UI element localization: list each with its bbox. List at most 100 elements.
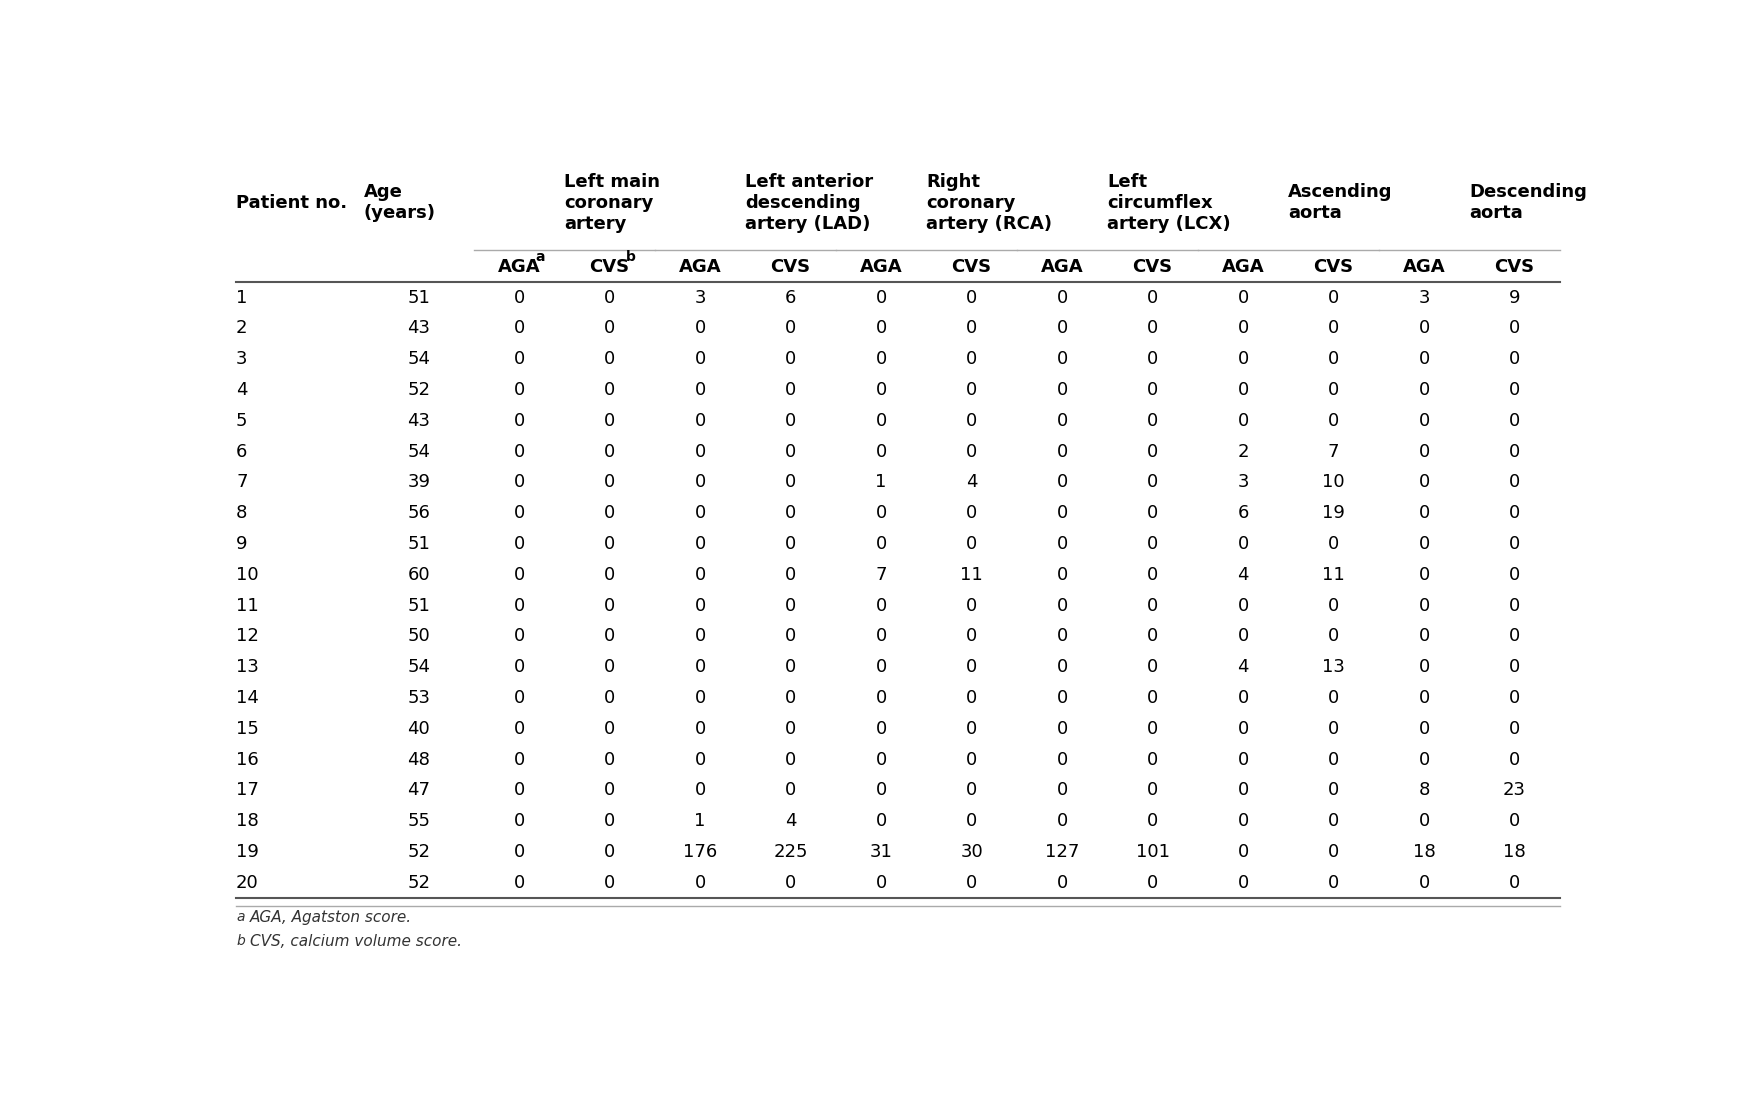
Text: 0: 0 (1148, 781, 1158, 799)
Text: 0: 0 (1328, 535, 1339, 553)
Text: 0: 0 (785, 412, 795, 430)
Text: 47: 47 (406, 781, 431, 799)
Text: 52: 52 (406, 874, 431, 892)
Text: 0: 0 (604, 720, 615, 737)
Text: 0: 0 (1419, 812, 1430, 830)
Text: 0: 0 (1508, 658, 1521, 676)
Text: 0: 0 (876, 628, 887, 646)
Text: 0: 0 (1508, 812, 1521, 830)
Text: 0: 0 (1508, 535, 1521, 553)
Text: 0: 0 (1056, 689, 1067, 707)
Text: 0: 0 (1508, 319, 1521, 337)
Text: 127: 127 (1044, 843, 1079, 861)
Text: 0: 0 (604, 350, 615, 368)
Text: 52: 52 (406, 843, 431, 861)
Text: 0: 0 (1148, 412, 1158, 430)
Text: 0: 0 (513, 874, 526, 892)
Text: 0: 0 (1419, 658, 1430, 676)
Text: 0: 0 (513, 843, 526, 861)
Text: 0: 0 (694, 781, 706, 799)
Text: 0: 0 (1508, 628, 1521, 646)
Text: 0: 0 (604, 596, 615, 614)
Text: 0: 0 (965, 289, 978, 307)
Text: 0: 0 (1419, 751, 1430, 769)
Text: 0: 0 (1056, 473, 1067, 491)
Text: 0: 0 (876, 289, 887, 307)
Text: 39: 39 (406, 473, 431, 491)
Text: 0: 0 (1237, 628, 1249, 646)
Text: 0: 0 (694, 596, 706, 614)
Text: 0: 0 (1328, 350, 1339, 368)
Text: 0: 0 (604, 319, 615, 337)
Text: 0: 0 (1237, 720, 1249, 737)
Text: 0: 0 (694, 505, 706, 523)
Text: 30: 30 (960, 843, 983, 861)
Text: 14: 14 (237, 689, 259, 707)
Text: 0: 0 (1148, 751, 1158, 769)
Text: 0: 0 (1148, 473, 1158, 491)
Text: 0: 0 (1419, 720, 1430, 737)
Text: 0: 0 (876, 442, 887, 461)
Text: 0: 0 (965, 658, 978, 676)
Text: 0: 0 (513, 412, 526, 430)
Text: 0: 0 (604, 535, 615, 553)
Text: 0: 0 (604, 380, 615, 398)
Text: 0: 0 (1419, 874, 1430, 892)
Text: 0: 0 (1419, 350, 1430, 368)
Text: 0: 0 (876, 812, 887, 830)
Text: CVS: CVS (589, 258, 629, 276)
Text: 3: 3 (1237, 473, 1249, 491)
Text: 51: 51 (406, 289, 431, 307)
Text: 0: 0 (1148, 535, 1158, 553)
Text: 0: 0 (604, 566, 615, 584)
Text: 2: 2 (1237, 442, 1249, 461)
Text: 0: 0 (694, 566, 706, 584)
Text: 4: 4 (785, 812, 797, 830)
Text: AGA: AGA (1221, 258, 1265, 276)
Text: 0: 0 (694, 720, 706, 737)
Text: 43: 43 (406, 319, 431, 337)
Text: 0: 0 (785, 350, 795, 368)
Text: 0: 0 (965, 350, 978, 368)
Text: 0: 0 (1056, 628, 1067, 646)
Text: Patient no.: Patient no. (237, 194, 347, 211)
Text: 4: 4 (1237, 566, 1249, 584)
Text: 7: 7 (237, 473, 247, 491)
Text: 55: 55 (406, 812, 431, 830)
Text: 0: 0 (785, 442, 795, 461)
Text: 8: 8 (1419, 781, 1430, 799)
Text: 19: 19 (237, 843, 259, 861)
Text: 0: 0 (604, 812, 615, 830)
Text: 54: 54 (406, 658, 431, 676)
Text: 0: 0 (1056, 412, 1067, 430)
Text: 0: 0 (513, 473, 526, 491)
Text: 0: 0 (785, 505, 795, 523)
Text: 0: 0 (876, 874, 887, 892)
Text: 0: 0 (513, 689, 526, 707)
Text: 0: 0 (604, 751, 615, 769)
Text: 0: 0 (1419, 689, 1430, 707)
Text: 0: 0 (1419, 535, 1430, 553)
Text: 51: 51 (406, 596, 431, 614)
Text: 2: 2 (237, 319, 247, 337)
Text: 0: 0 (1508, 874, 1521, 892)
Text: 0: 0 (604, 689, 615, 707)
Text: 52: 52 (406, 380, 431, 398)
Text: 3: 3 (694, 289, 706, 307)
Text: AGA: AGA (860, 258, 902, 276)
Text: 1: 1 (694, 812, 706, 830)
Text: 0: 0 (694, 689, 706, 707)
Text: 9: 9 (237, 535, 247, 553)
Text: AGA, Agatston score.: AGA, Agatston score. (251, 910, 412, 924)
Text: AGA: AGA (1403, 258, 1445, 276)
Text: 0: 0 (1419, 628, 1430, 646)
Text: 101: 101 (1135, 843, 1170, 861)
Text: 18: 18 (1412, 843, 1435, 861)
Text: 0: 0 (1508, 566, 1521, 584)
Text: 0: 0 (965, 874, 978, 892)
Text: a: a (237, 910, 245, 923)
Text: 51: 51 (406, 535, 431, 553)
Text: 0: 0 (1056, 751, 1067, 769)
Text: 0: 0 (694, 473, 706, 491)
Text: 0: 0 (1148, 442, 1158, 461)
